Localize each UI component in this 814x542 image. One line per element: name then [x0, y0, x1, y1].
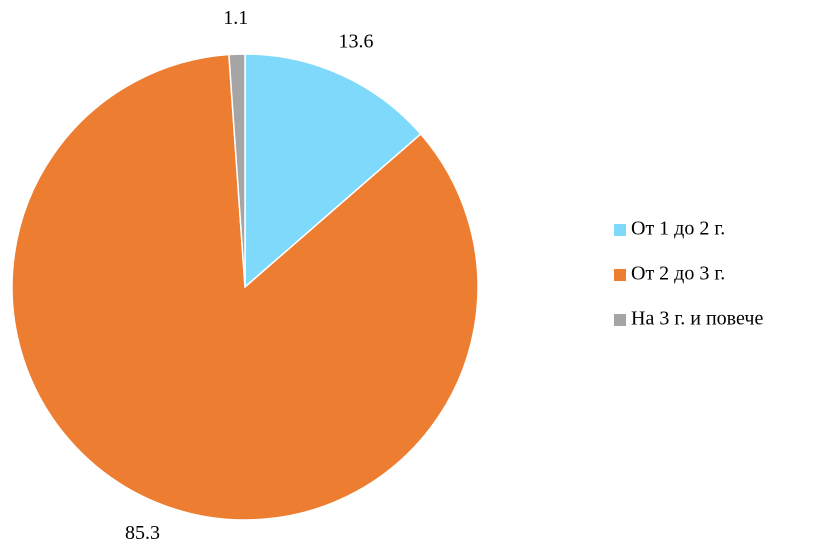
data-label: 85.3 — [125, 522, 160, 542]
legend-swatch — [614, 269, 626, 281]
pie-slice — [228, 53, 246, 288]
legend-label: На 3 г. и повече — [631, 308, 763, 330]
legend-label: От 2 до 3 г. — [631, 263, 725, 285]
legend-swatch — [614, 314, 626, 326]
data-label: 1.1 — [223, 7, 248, 29]
pie-slice — [11, 53, 479, 521]
legend-label: От 1 до 2 г. — [631, 218, 725, 240]
legend-swatch — [614, 224, 626, 236]
pie-slice — [244, 53, 422, 289]
data-label: 13.6 — [339, 31, 374, 53]
